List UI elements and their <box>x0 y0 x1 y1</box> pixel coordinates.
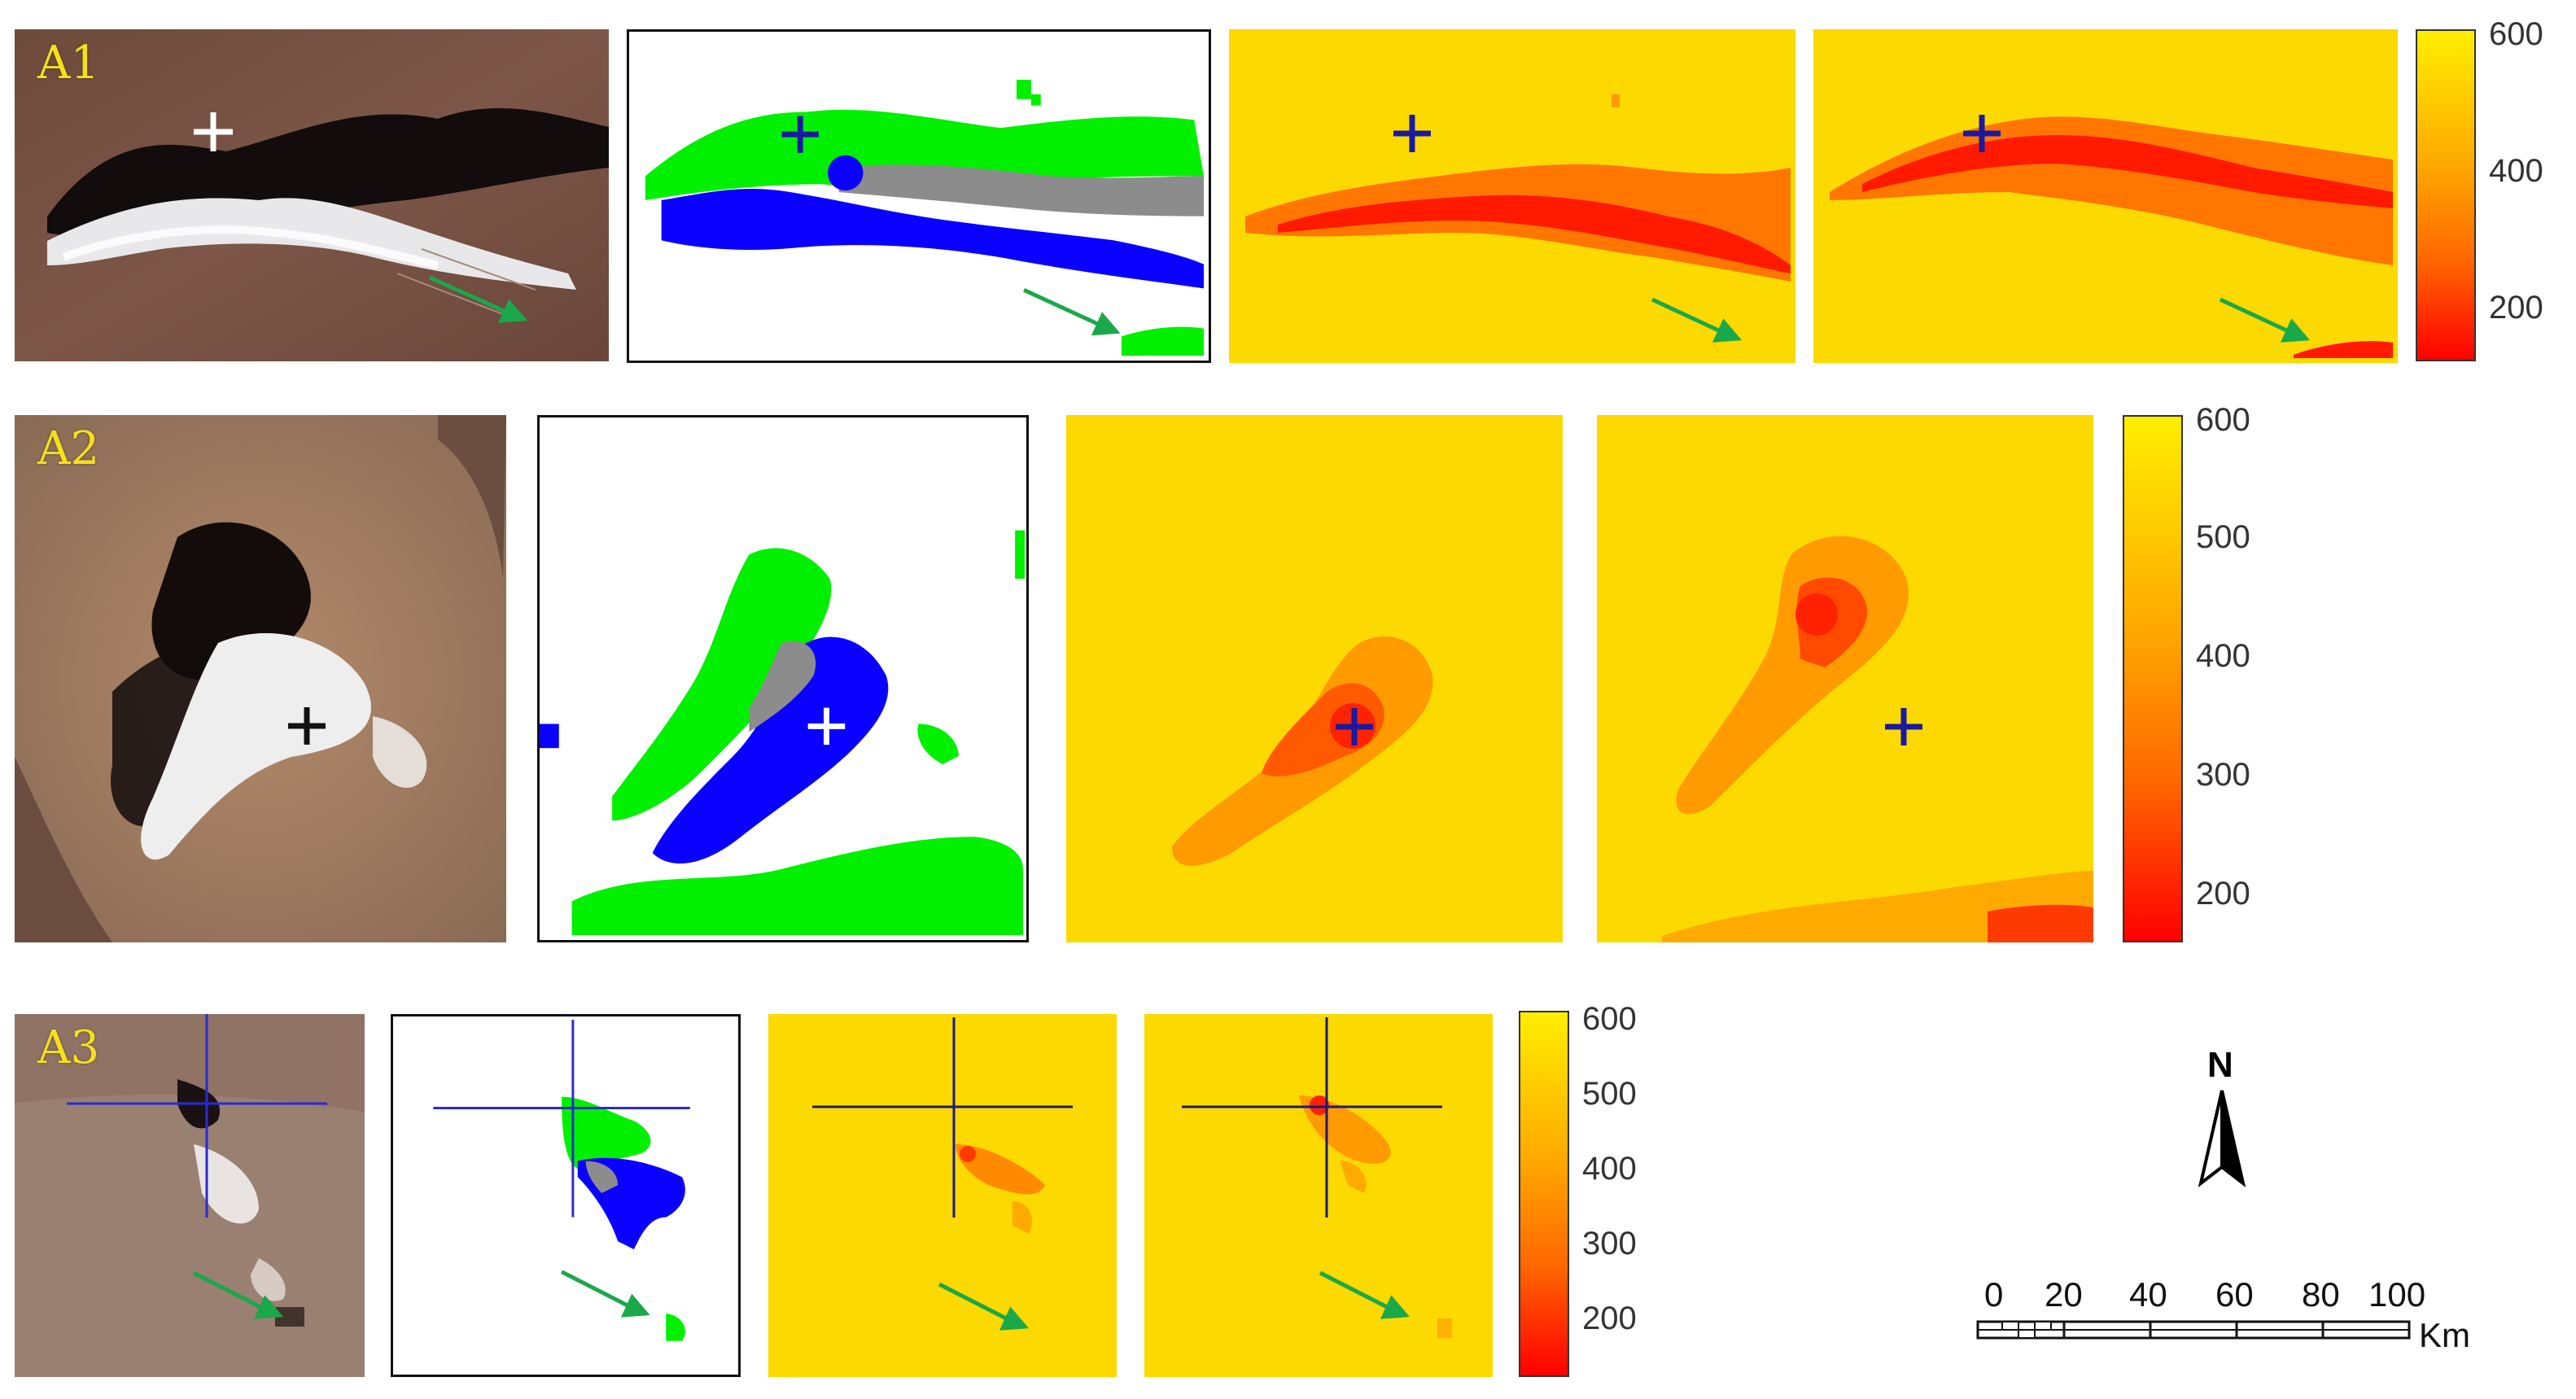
north-label: N <box>2207 1045 2233 1085</box>
a1-rgb-image: A1 <box>15 29 609 361</box>
row-label: A2 <box>37 422 100 475</box>
colorbar-tick-label: 300 <box>2196 757 2250 793</box>
a2-estimate-map-2 <box>1597 415 2093 942</box>
colorbar-tick-label: 500 <box>1582 1076 1637 1112</box>
a3-estimate-map-2 <box>1144 1014 1493 1377</box>
crosshair-lines <box>812 1017 1073 1218</box>
a3-rgb-image: A3 <box>15 1014 365 1377</box>
colorbar-tick-label: 200 <box>2196 876 2250 912</box>
colorbar-tick-label: 200 <box>1582 1301 1637 1336</box>
scale-unit: Km <box>2419 1316 2470 1354</box>
colorbar-tick-label: 400 <box>2196 638 2250 674</box>
a2-cloud-shadow-mask <box>537 415 1029 942</box>
colorbar-tick-label: 300 <box>1582 1226 1637 1261</box>
a3-cloud-shadow-mask <box>391 1014 741 1377</box>
a2-estimate-map-1 <box>1066 415 1563 942</box>
center-cross-marker <box>194 112 233 151</box>
direction-arrow <box>2219 297 2311 343</box>
a1-colorbar <box>2416 29 2476 361</box>
center-cross-marker <box>1963 115 2001 152</box>
center-cross-marker <box>807 707 846 745</box>
direction-arrow <box>192 1270 284 1319</box>
a3-estimate-map-1 <box>768 1014 1117 1377</box>
colorbar-tick-label: 600 <box>2489 16 2543 52</box>
scale-tick-label: 20 <box>2045 1275 2083 1314</box>
crosshair-lines <box>67 1014 327 1218</box>
direction-arrow <box>428 275 528 323</box>
scale-tick-label: 40 <box>2129 1275 2167 1314</box>
direction-arrow <box>1651 297 1743 343</box>
scale-tick-label: 100 <box>2368 1275 2426 1314</box>
direction-arrow <box>1023 288 1121 336</box>
colorbar-tick-label: 200 <box>2489 290 2543 326</box>
crosshair-lines <box>1182 1017 1442 1218</box>
north-arrow: N <box>2181 1045 2263 1191</box>
direction-arrow <box>560 1270 650 1318</box>
row-label: A3 <box>37 1021 100 1074</box>
scale-tick-label: 0 <box>1984 1275 2004 1314</box>
direction-arrow <box>1319 1270 1410 1319</box>
a1-cloud-shadow-mask <box>627 29 1211 363</box>
colorbar-tick-label: 500 <box>2196 519 2250 555</box>
crosshair-lines <box>433 1020 690 1218</box>
center-cross-marker <box>781 116 819 153</box>
row-label: A1 <box>37 37 100 90</box>
a1-estimate-map-2 <box>1813 29 2398 363</box>
center-cross-marker <box>1336 708 1373 745</box>
a2-colorbar <box>2123 415 2183 942</box>
scale-tick-label: 80 <box>2302 1275 2340 1314</box>
a3-colorbar <box>1519 1011 1569 1377</box>
direction-arrow <box>938 1282 1030 1331</box>
a2-rgb-image: A2 <box>15 415 506 942</box>
colorbar-tick-label: 400 <box>2489 153 2543 189</box>
colorbar-tick-label: 600 <box>2196 402 2250 438</box>
a1-estimate-map-1 <box>1229 29 1795 363</box>
center-cross-marker <box>1393 115 1431 152</box>
scale-bar: 0 20 40 60 80 100 Km <box>1970 1270 2491 1359</box>
colorbar-tick-label: 400 <box>1582 1151 1637 1187</box>
colorbar-tick-label: 600 <box>1582 1001 1637 1037</box>
scale-tick-label: 60 <box>2215 1275 2254 1314</box>
center-cross-marker <box>1885 708 1922 745</box>
center-cross-marker <box>288 707 326 745</box>
